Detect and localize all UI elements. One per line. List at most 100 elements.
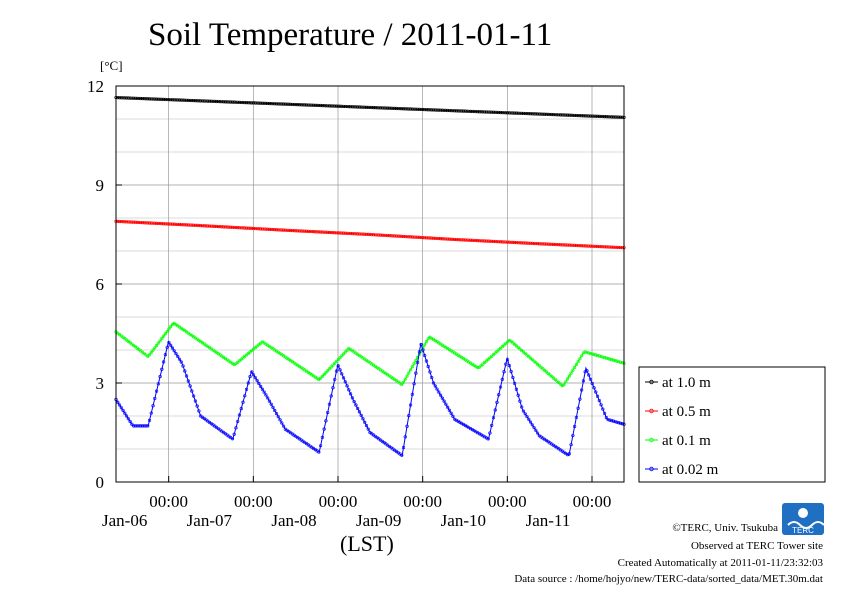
data-point xyxy=(320,103,324,108)
data-point xyxy=(160,222,164,226)
data-point xyxy=(576,243,580,248)
data-point xyxy=(407,371,411,375)
data-point xyxy=(154,389,159,393)
data-point xyxy=(416,360,420,365)
data-point xyxy=(527,241,531,245)
data-point xyxy=(174,222,178,226)
data-point xyxy=(511,375,515,380)
data-point xyxy=(264,101,268,105)
data-point xyxy=(280,228,284,232)
data-point xyxy=(437,390,441,394)
data-point xyxy=(495,239,499,244)
data-point xyxy=(363,420,367,424)
data-point xyxy=(283,102,287,106)
data-point xyxy=(426,236,430,240)
data-point xyxy=(587,244,591,248)
data-point xyxy=(232,432,236,436)
data-point xyxy=(424,108,429,112)
data-point xyxy=(179,360,183,364)
data-point xyxy=(347,105,351,109)
data-point xyxy=(507,338,511,343)
data-point xyxy=(227,100,231,104)
data-point xyxy=(135,96,139,100)
data-point xyxy=(126,220,130,224)
data-point xyxy=(424,236,429,240)
data-point xyxy=(495,400,499,404)
data-point xyxy=(477,110,481,114)
data-point xyxy=(331,104,335,108)
data-point xyxy=(274,411,279,416)
data-point xyxy=(430,375,434,380)
data-point xyxy=(151,404,155,408)
data-point xyxy=(467,109,471,113)
data-point xyxy=(264,227,268,231)
data-point xyxy=(431,108,436,112)
data-point xyxy=(347,231,351,236)
data-point xyxy=(130,422,134,426)
data-point xyxy=(401,380,406,384)
legend-label: at 0.5 m xyxy=(662,404,711,420)
footer-source: Data source : /home/hojyo/new/TERC-data/… xyxy=(514,573,823,585)
data-point xyxy=(386,106,390,110)
data-point xyxy=(197,223,201,228)
data-point xyxy=(387,234,392,238)
data-point xyxy=(132,220,136,224)
data-point xyxy=(530,241,534,245)
data-point xyxy=(269,101,273,106)
data-point xyxy=(287,228,291,232)
data-point xyxy=(179,98,183,102)
data-point xyxy=(396,234,400,238)
data-point xyxy=(156,382,160,386)
data-point xyxy=(281,228,286,232)
data-point xyxy=(123,411,127,415)
x-tick-date: Jan-07 xyxy=(187,511,233,530)
data-point xyxy=(160,336,164,341)
data-point xyxy=(313,230,317,234)
data-point xyxy=(520,241,524,245)
data-point xyxy=(197,409,201,413)
data-point xyxy=(403,234,407,239)
data-point xyxy=(320,435,324,439)
data-point xyxy=(306,229,310,233)
data-point xyxy=(232,225,236,230)
data-point xyxy=(599,403,603,407)
data-point xyxy=(267,101,272,106)
data-point xyxy=(451,109,455,113)
data-point xyxy=(213,224,217,228)
data-point xyxy=(156,221,160,226)
data-point xyxy=(535,112,540,116)
data-point xyxy=(336,357,340,362)
data-point xyxy=(567,243,571,247)
data-point xyxy=(513,381,517,385)
data-point xyxy=(188,384,192,388)
data-point xyxy=(594,244,598,248)
data-point xyxy=(488,239,492,243)
data-point xyxy=(167,98,171,102)
data-point xyxy=(578,397,582,401)
data-point xyxy=(534,428,538,432)
data-point xyxy=(117,219,122,224)
data-point xyxy=(133,424,138,428)
data-point xyxy=(453,109,457,113)
data-point xyxy=(278,228,282,232)
data-point xyxy=(327,367,332,371)
data-point xyxy=(154,97,159,101)
data-point xyxy=(585,114,589,118)
data-point xyxy=(197,99,201,103)
data-point xyxy=(618,115,623,119)
y-tick-label: 0 xyxy=(96,473,105,492)
data-point xyxy=(266,396,270,400)
data-point xyxy=(202,99,206,103)
data-point xyxy=(285,228,289,232)
data-point xyxy=(599,245,603,249)
data-point xyxy=(475,110,480,114)
data-point xyxy=(618,245,623,250)
data-point xyxy=(174,351,178,356)
data-point xyxy=(562,243,566,247)
data-point xyxy=(595,394,600,398)
data-point xyxy=(417,107,421,111)
data-point xyxy=(498,240,503,244)
data-point xyxy=(449,237,453,241)
data-point xyxy=(341,376,346,380)
